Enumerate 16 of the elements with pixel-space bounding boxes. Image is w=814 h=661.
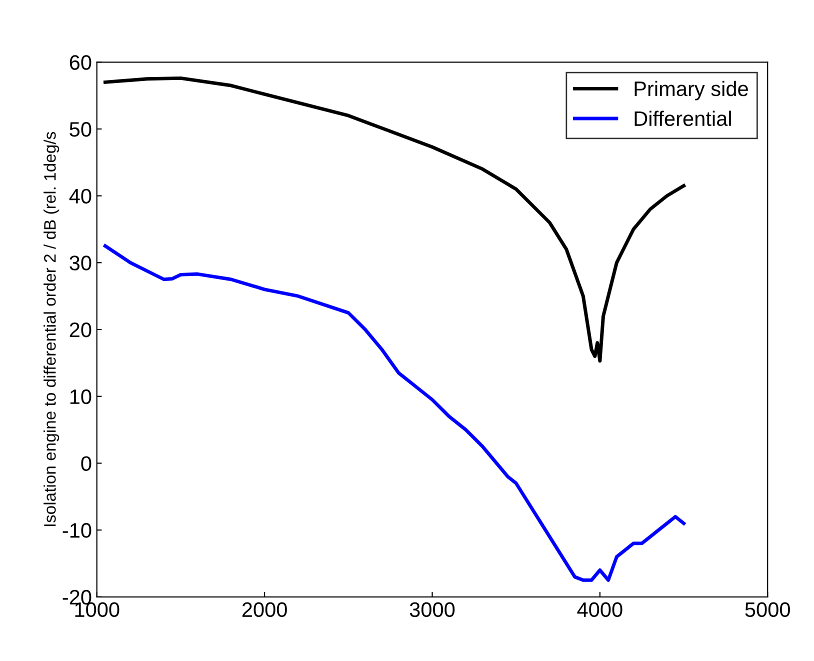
y-tick-label: 10 bbox=[70, 389, 92, 404]
y-axis-title: Isolation engine to differential order 2 / dB (rel. 1deg/s bbox=[44, 132, 60, 526]
y-tick-label: 20 bbox=[70, 322, 92, 338]
x-tick-label: 2000 bbox=[242, 602, 287, 618]
legend-label: Differential bbox=[634, 110, 731, 126]
y-tick-label: 30 bbox=[70, 256, 92, 270]
y-tick-label: 0 bbox=[81, 456, 92, 471]
legend-label: Primary side bbox=[634, 80, 748, 100]
line-series bbox=[104, 244, 686, 582]
y-tick-label: 60 bbox=[70, 55, 92, 70]
x-tick-label: 4000 bbox=[577, 602, 622, 618]
y-tick-label: 40 bbox=[69, 188, 92, 204]
x-tick-label: 3000 bbox=[410, 602, 455, 618]
y-tick-label: 50 bbox=[70, 122, 92, 137]
x-tick-label: 5000 bbox=[745, 602, 790, 618]
y-tick-label: -10 bbox=[62, 523, 92, 538]
